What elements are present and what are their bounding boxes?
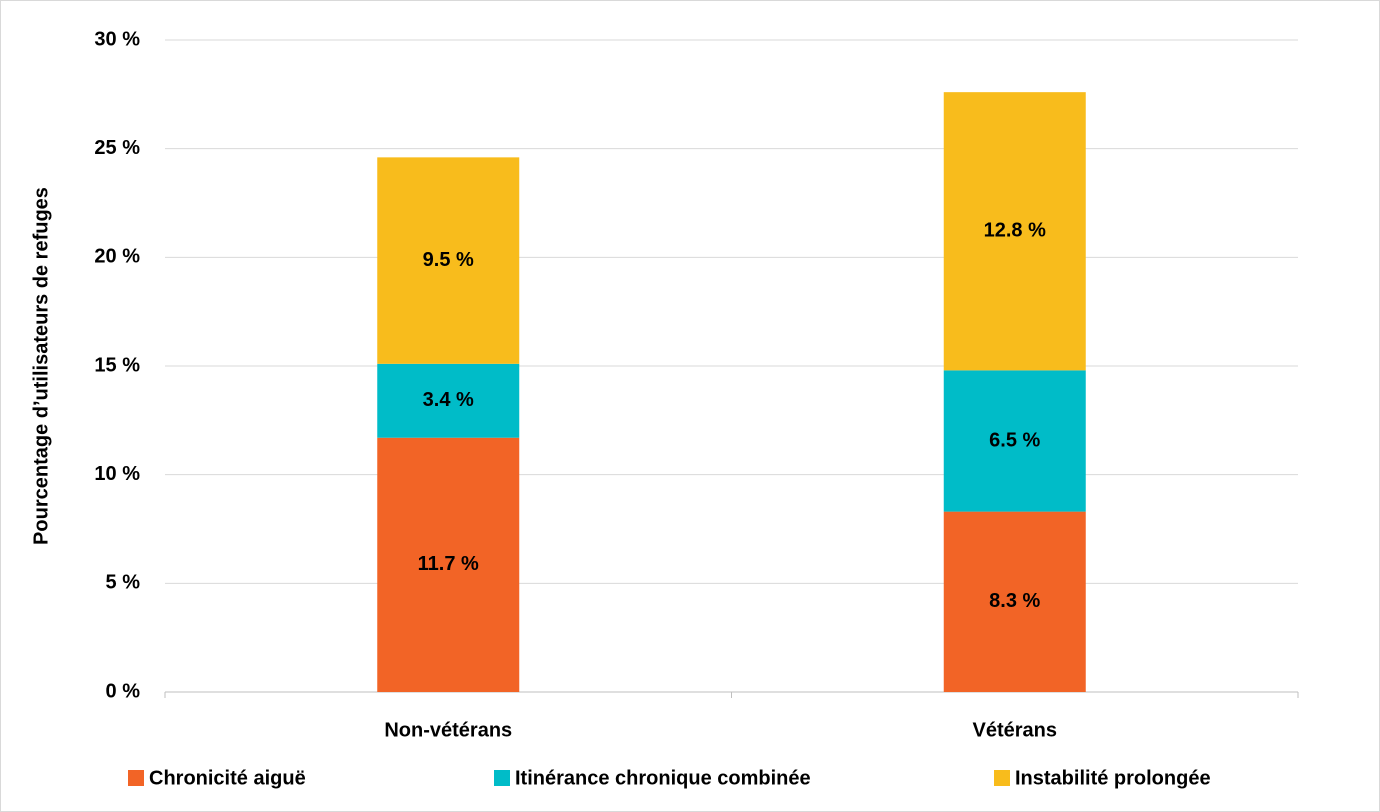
- bar-segment: [943, 370, 1086, 512]
- legend-swatch: [128, 770, 144, 786]
- y-tick-label: 20 %: [94, 246, 140, 268]
- data-label: 6.5 %: [989, 429, 1040, 451]
- x-tick-label: Vétérans: [973, 719, 1058, 741]
- bar-segment: [943, 92, 1086, 371]
- data-label: 9.5 %: [423, 249, 474, 271]
- y-tick-label: 5 %: [106, 572, 141, 594]
- y-tick-label: 30 %: [94, 28, 140, 50]
- legend-label: Instabilité prolongée: [1015, 767, 1211, 789]
- legend-swatch: [494, 770, 510, 786]
- bar-segment: [943, 511, 1086, 692]
- y-tick-label: 15 %: [94, 354, 140, 376]
- data-label: 12.8 %: [984, 220, 1046, 242]
- y-axis-title: Pourcentage d’utilisateurs de refuges: [30, 187, 52, 545]
- bar-segment: [377, 363, 520, 438]
- y-tick-label: 0 %: [106, 680, 141, 702]
- data-label: 3.4 %: [423, 389, 474, 411]
- x-tick-label: Non-vétérans: [384, 719, 512, 741]
- bar-segment: [377, 437, 520, 692]
- data-label: 11.7 %: [418, 553, 479, 575]
- legend-label: Itinérance chronique combinée: [515, 767, 811, 789]
- y-tick-label: 25 %: [94, 137, 140, 159]
- data-label: 8.3 %: [989, 590, 1040, 612]
- y-tick-label: 10 %: [94, 463, 140, 485]
- legend-swatch: [994, 770, 1010, 786]
- bar-segment: [377, 157, 520, 364]
- legend-label: Chronicité aiguë: [149, 767, 306, 789]
